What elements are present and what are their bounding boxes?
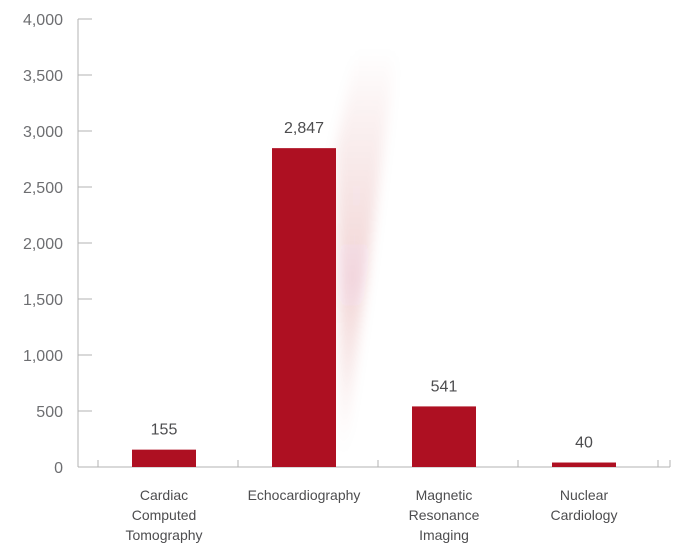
y-tick-label: 3,000 — [23, 124, 63, 141]
bar-value-label: 541 — [431, 378, 458, 395]
bar-value-label: 155 — [151, 422, 178, 439]
category-label: Nuclear — [560, 487, 609, 503]
y-tick-label: 4,000 — [23, 12, 63, 29]
y-axis-ticks: 0 500 1,000 1,500 2,000 2,500 3,000 3,500 4,000 — [23, 12, 92, 477]
category-label: Tomography — [125, 527, 202, 543]
category-label: Imaging — [419, 527, 469, 543]
bar — [412, 406, 476, 467]
bar — [132, 449, 196, 467]
category-label: Computed — [132, 507, 197, 523]
bar-value-label: 40 — [575, 435, 593, 452]
y-tick-label: 1,500 — [23, 292, 63, 309]
highlight-glow — [336, 49, 396, 467]
y-tick-label: 1,000 — [23, 348, 63, 365]
y-tick-label: 500 — [36, 404, 63, 421]
y-tick-label: 0 — [54, 460, 63, 477]
data-labels: 155 2,847 541 40 — [151, 120, 593, 451]
y-tick-label: 3,500 — [23, 68, 63, 85]
bar-value-label: 2,847 — [284, 120, 324, 137]
category-label: Magnetic — [416, 487, 473, 503]
bar — [552, 462, 616, 467]
y-tick-label: 2,500 — [23, 180, 63, 197]
category-label: Echocardiography — [248, 487, 361, 503]
category-label: Resonance — [409, 507, 480, 523]
category-labels: Cardiac Computed Tomography Echocardiograph… — [125, 487, 617, 543]
bar — [272, 148, 336, 468]
bar-glow — [336, 49, 396, 467]
category-label: Cardiac — [140, 487, 188, 503]
y-tick-label: 2,000 — [23, 236, 63, 253]
category-label: Cardiology — [551, 507, 618, 523]
bars — [132, 148, 616, 468]
